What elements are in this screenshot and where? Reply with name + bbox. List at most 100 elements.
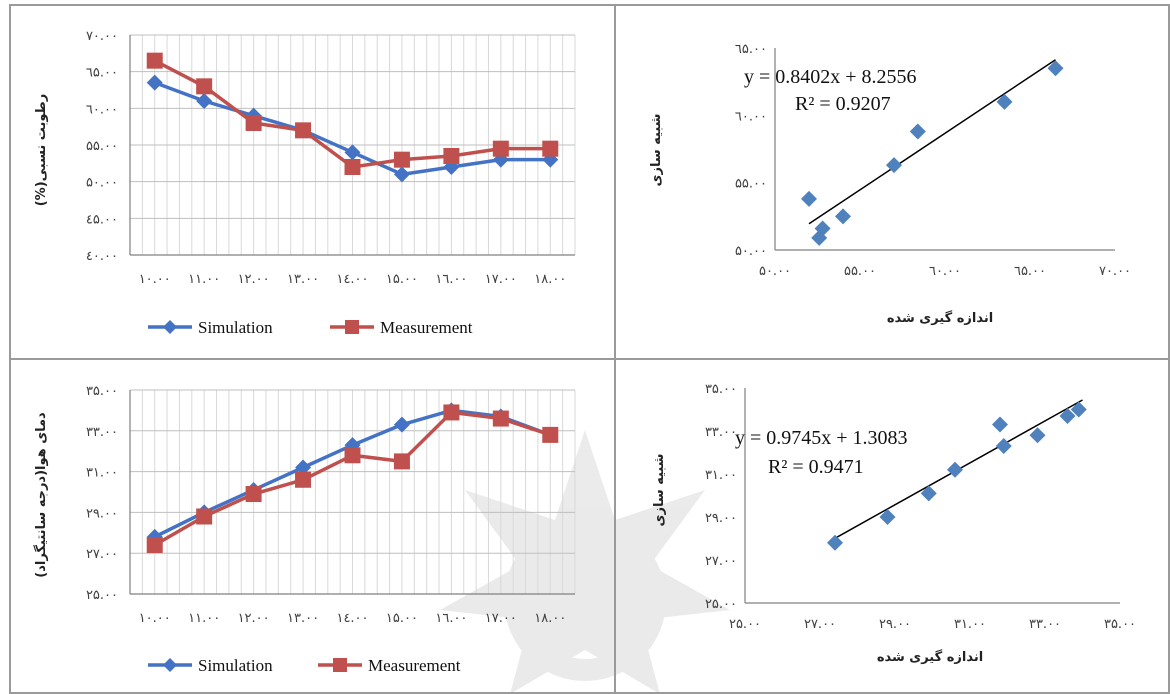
measurement-point <box>443 404 460 421</box>
scatter-point <box>947 461 963 478</box>
simulation-point <box>295 459 312 476</box>
x-tick-label: ۳۱.۰۰ <box>954 617 986 632</box>
x-tick-label: ۱۷.۰۰ <box>485 611 517 626</box>
scatter-point <box>801 190 817 207</box>
x-tick-label: ۱۵.۰۰ <box>386 272 418 287</box>
measurement-point <box>492 410 509 427</box>
humidity-scatter-chart: ۵۰.۰۰ ۵۵.۰۰ ٦۰.۰۰ ٦۵.۰۰ ۵۰.۰۰ ۵۵.۰۰ ٦۰.۰۰ ٦۵.۰… <box>649 42 1131 326</box>
legend-simulation-marker <box>163 658 177 672</box>
y-tick-label: ٤۵.۰۰ <box>86 212 118 227</box>
y-tick-label: ٤۰.۰۰ <box>86 249 118 264</box>
legend-simulation-label: Simulation <box>198 318 273 337</box>
legend-measurement-marker <box>345 320 359 334</box>
measurement-point <box>344 447 361 464</box>
y-tick-label: ۵۵.۰۰ <box>735 177 767 192</box>
measurement-point <box>295 471 312 488</box>
measurement-point <box>245 115 262 131</box>
scatter-point <box>909 123 926 140</box>
x-tick-label: ۱٦.۰۰ <box>435 272 467 287</box>
simulation-point <box>196 93 213 109</box>
y-tick-labels: ۲۵.۰۰ ۲۷.۰۰ ۲۹.۰۰ ۳۱.۰۰ ۳۳.۰۰ ۳۵.۰۰ <box>705 382 737 612</box>
r-squared-label: R² = 0.9471 <box>768 456 864 478</box>
chart-legend: Simulation Measurement <box>148 318 473 337</box>
x-tick-label: ۱۸.۰۰ <box>534 611 566 626</box>
measurement-point <box>344 159 361 175</box>
scatter-point <box>886 157 902 174</box>
scatter-point <box>992 416 1008 433</box>
measurement-point <box>393 151 410 168</box>
y-tick-label: ۳۳.۰۰ <box>86 425 118 440</box>
y-tick-label: ۳۵.۰۰ <box>86 384 118 399</box>
y-tick-label: ٦۵.۰۰ <box>735 42 767 57</box>
measurement-point <box>196 508 213 525</box>
legend-measurement-marker <box>333 658 347 672</box>
scatter-points <box>827 401 1087 551</box>
y-tick-label: ۲۵.۰۰ <box>86 588 118 603</box>
watermark-ornament <box>440 430 730 694</box>
x-tick-label: ۱۵.۰۰ <box>386 611 418 626</box>
chart-grid <box>129 34 576 256</box>
legend-measurement-label: Measurement <box>368 656 461 675</box>
y-tick-label: ٦۰.۰۰ <box>735 109 767 124</box>
scatter-point <box>920 485 937 502</box>
x-tick-label: ۵۰.۰۰ <box>759 264 791 279</box>
y-tick-labels: ٤۰.۰۰ ٤۵.۰۰ ۵۰.۰۰ ۵۵.۰۰ ٦۰.۰۰ ٦۵.۰۰ ۷۰.۰۰ <box>86 29 118 264</box>
y-axis-title: شبیه سازی <box>652 454 667 527</box>
x-tick-label: ٦۵.۰۰ <box>1014 264 1046 279</box>
chart-axes <box>129 35 575 256</box>
x-tick-label: ۱۸.۰۰ <box>534 272 566 287</box>
simulation-point <box>393 416 410 433</box>
simulation-point <box>344 144 361 161</box>
x-tick-labels: ۱۰.۰۰ ۱۱.۰۰ ۱۲.۰۰ ۱۳.۰۰ ۱٤.۰۰ ۱۵.۰۰ ۱٦.۰۰ ۱۷.۰۰… <box>139 272 567 287</box>
x-tick-label: ۲۷.۰۰ <box>804 617 836 632</box>
y-tick-labels: ۲۵.۰۰ ۲۷.۰۰ ۲۹.۰۰ ۳۱.۰۰ ۳۳.۰۰ ۳۵.۰۰ <box>86 384 118 603</box>
measurement-point <box>146 52 163 69</box>
measurement-point <box>443 148 460 164</box>
scatter-point <box>996 93 1013 110</box>
temperature-line-chart: ۲۵.۰۰ ۲۷.۰۰ ۲۹.۰۰ ۳۱.۰۰ ۳۳.۰۰ ۳۵.۰۰ ۱۰.۰۰ ۱۱.۰… <box>33 384 576 675</box>
y-tick-label: ٦۰.۰۰ <box>86 102 118 117</box>
y-tick-label: ۲۹.۰۰ <box>705 511 737 526</box>
y-tick-label: ۳۵.۰۰ <box>705 382 737 397</box>
x-tick-label: ۱۰.۰۰ <box>139 611 171 626</box>
legend-measurement-label: Measurement <box>380 318 473 337</box>
y-axis-title: رطوبت نسبی(%) <box>34 94 49 207</box>
x-tick-label: ۲۹.۰۰ <box>879 617 911 632</box>
scatter-point <box>827 534 843 551</box>
y-tick-label: ۷۰.۰۰ <box>86 29 118 44</box>
y-axis-title: دمای هوا(درجه سانتیگراد) <box>33 412 49 578</box>
y-axis-title: شبیه سازی <box>649 114 664 187</box>
y-tick-label: ۵۵.۰۰ <box>86 139 118 154</box>
x-tick-labels: ۵۰.۰۰ ۵۵.۰۰ ٦۰.۰۰ ٦۵.۰۰ ۷۰.۰۰ <box>759 264 1131 279</box>
y-tick-label: ۳۳.۰۰ <box>705 425 737 440</box>
x-tick-label: ۱۲.۰۰ <box>238 611 270 626</box>
humidity-line-chart: ٤۰.۰۰ ٤۵.۰۰ ۵۰.۰۰ ۵۵.۰۰ ٦۰.۰۰ ٦۵.۰۰ ۷۰.۰۰ ۱۰.۰… <box>34 29 576 337</box>
x-tick-label: ۷۰.۰۰ <box>1099 264 1131 279</box>
legend-simulation-marker <box>163 320 177 334</box>
chart-axes <box>129 390 575 595</box>
measurement-point <box>146 537 163 554</box>
x-axis-title: اندازه گیری شده <box>887 310 993 326</box>
regression-equation: y = 0.8402x + 8.2556 <box>744 66 917 88</box>
x-tick-label: ۱٤.۰۰ <box>336 272 368 287</box>
x-tick-labels: ۲۵.۰۰ ۲۷.۰۰ ۲۹.۰۰ ۳۱.۰۰ ۳۳.۰۰ ۳۵.۰۰ <box>729 617 1136 632</box>
scatter-point <box>835 208 851 225</box>
x-tick-label: ۲۵.۰۰ <box>729 617 761 632</box>
chart-series <box>146 402 559 554</box>
y-tick-label: ۲۹.۰۰ <box>86 506 118 521</box>
r-squared-label: R² = 0.9207 <box>795 93 891 115</box>
x-tick-label: ۱۷.۰۰ <box>485 272 517 287</box>
y-tick-label: ۲۵.۰۰ <box>705 597 737 612</box>
y-tick-label: ۵۰.۰۰ <box>86 176 118 191</box>
scatter-point <box>995 438 1012 455</box>
x-tick-label: ۱٤.۰۰ <box>336 611 368 626</box>
scatter-point <box>1047 60 1064 77</box>
temperature-scatter-chart: ۲۵.۰۰ ۲۷.۰۰ ۲۹.۰۰ ۳۱.۰۰ ۳۳.۰۰ ۳۵.۰۰ ۲۵.۰۰ ۲۷.۰… <box>652 382 1136 665</box>
measurement-point <box>542 426 559 443</box>
x-tick-label: ۱۲.۰۰ <box>238 272 270 287</box>
x-tick-label: ٦۰.۰۰ <box>929 264 961 279</box>
x-tick-label: ۱٦.۰۰ <box>435 611 467 626</box>
trendline-path <box>808 59 1056 225</box>
